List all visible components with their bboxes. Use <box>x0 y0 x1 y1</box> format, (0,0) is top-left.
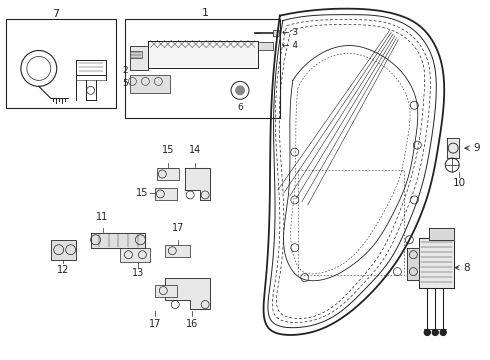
Circle shape <box>440 329 446 336</box>
Bar <box>273 30 279 36</box>
Circle shape <box>432 329 438 336</box>
Bar <box>51 240 75 260</box>
Text: 17: 17 <box>172 223 184 233</box>
Text: 8: 8 <box>463 263 470 273</box>
Text: ← 4: ← 4 <box>282 41 298 50</box>
Circle shape <box>235 85 245 95</box>
Text: 1: 1 <box>202 8 209 18</box>
Text: 2: 2 <box>123 66 128 75</box>
Bar <box>255 41 273 50</box>
Bar <box>6 19 116 108</box>
Polygon shape <box>165 278 210 310</box>
Text: 17: 17 <box>149 319 162 329</box>
Bar <box>125 19 280 118</box>
Text: 5: 5 <box>122 79 128 88</box>
Polygon shape <box>91 233 146 248</box>
Polygon shape <box>148 41 258 68</box>
Text: 15: 15 <box>136 188 148 198</box>
Circle shape <box>424 329 430 336</box>
Bar <box>157 168 179 180</box>
Text: 10: 10 <box>453 178 466 188</box>
Text: 12: 12 <box>56 265 69 275</box>
Bar <box>130 75 171 93</box>
Polygon shape <box>429 228 454 240</box>
Bar <box>121 248 150 262</box>
Polygon shape <box>407 248 419 280</box>
Text: 14: 14 <box>189 145 201 155</box>
Bar <box>130 50 143 58</box>
Bar <box>155 188 177 200</box>
Bar <box>155 285 177 297</box>
Text: 16: 16 <box>186 319 198 329</box>
Polygon shape <box>447 138 459 158</box>
Text: 9: 9 <box>473 143 480 153</box>
Text: 13: 13 <box>132 268 145 278</box>
Text: 15: 15 <box>162 145 174 155</box>
Polygon shape <box>185 168 210 200</box>
Text: 6: 6 <box>237 103 243 112</box>
Bar <box>130 45 148 71</box>
Text: 11: 11 <box>97 212 109 222</box>
Polygon shape <box>419 238 454 288</box>
Text: ← 3: ← 3 <box>282 28 298 37</box>
Text: 7: 7 <box>52 9 59 19</box>
Bar <box>165 245 190 257</box>
